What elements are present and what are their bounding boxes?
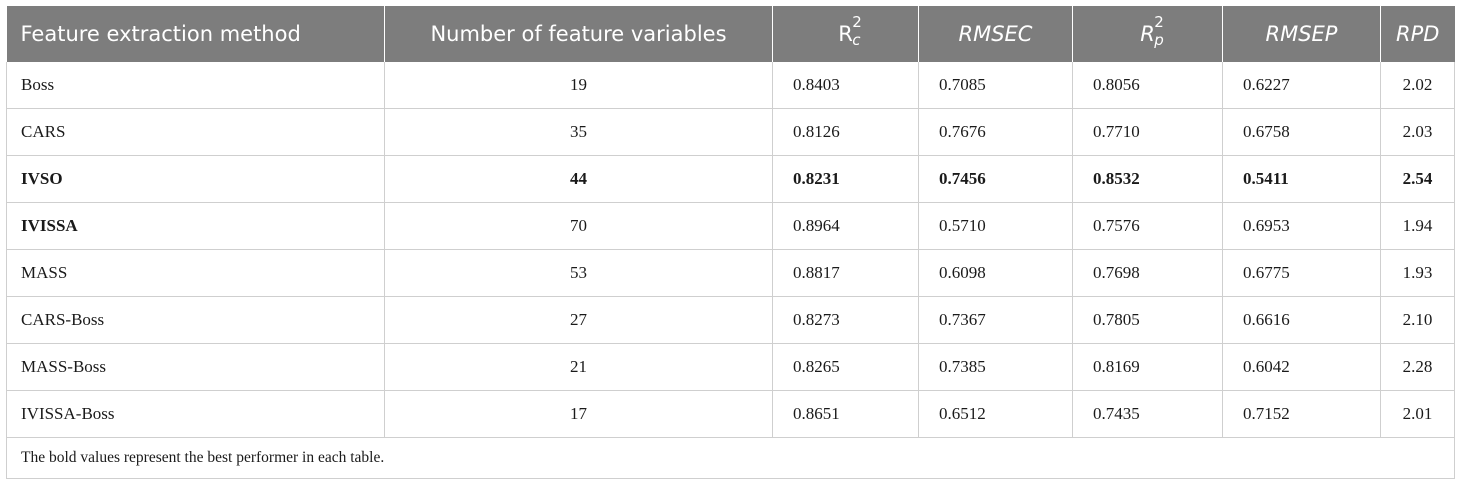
cell-method: MASS <box>6 249 385 297</box>
table-row: MASS-Boss 21 0.8265 0.7385 0.8169 0.6042… <box>6 343 1455 391</box>
cell-rmsep: 0.6042 <box>1222 343 1381 391</box>
results-table-container: Feature extraction method Number of feat… <box>6 6 1455 479</box>
header-method: Feature extraction method <box>6 6 385 62</box>
cell-rc2: 0.8231 <box>772 155 919 203</box>
cell-rpd: 2.54 <box>1380 155 1455 203</box>
cell-rmsep: 0.6227 <box>1222 62 1381 109</box>
header-rp2-base: R <box>1140 22 1155 46</box>
table-row: MASS 53 0.8817 0.6098 0.7698 0.6775 1.93 <box>6 249 1455 297</box>
header-row: Feature extraction method Number of feat… <box>6 6 1455 62</box>
cell-rpd: 2.03 <box>1380 108 1455 156</box>
cell-rc2: 0.8964 <box>772 202 919 250</box>
cell-num-vars: 21 <box>384 343 773 391</box>
cell-rpd: 2.02 <box>1380 62 1455 109</box>
table-footnote: The bold values represent the best perfo… <box>6 437 1455 479</box>
cell-num-vars: 17 <box>384 390 773 438</box>
header-num-vars: Number of feature variables <box>384 6 773 62</box>
cell-method: MASS-Boss <box>6 343 385 391</box>
cell-method: IVISSA-Boss <box>6 390 385 438</box>
cell-rmsec: 0.6098 <box>918 249 1073 297</box>
cell-rpd: 2.28 <box>1380 343 1455 391</box>
cell-rp2: 0.8169 <box>1072 343 1223 391</box>
cell-rp2: 0.8056 <box>1072 62 1223 109</box>
cell-rpd: 1.94 <box>1380 202 1455 250</box>
header-rmsep: RMSEP <box>1222 6 1381 62</box>
header-rp2-sup: 2 <box>1154 13 1164 31</box>
header-rc2-sub: c <box>852 31 861 49</box>
cell-method: CARS-Boss <box>6 296 385 344</box>
cell-num-vars: 70 <box>384 202 773 250</box>
cell-rp2: 0.7435 <box>1072 390 1223 438</box>
cell-rc2: 0.8403 <box>772 62 919 109</box>
cell-num-vars: 19 <box>384 62 773 109</box>
table-row: IVISSA-Boss 17 0.8651 0.6512 0.7435 0.71… <box>6 390 1455 438</box>
cell-rmsec: 0.5710 <box>918 202 1073 250</box>
cell-method: IVSO <box>6 155 385 203</box>
header-rc2-base: R <box>838 22 853 46</box>
cell-rpd: 1.93 <box>1380 249 1455 297</box>
header-rp2-sub: p <box>1154 31 1164 49</box>
cell-rmsep: 0.6953 <box>1222 202 1381 250</box>
table-row: IVISSA 70 0.8964 0.5710 0.7576 0.6953 1.… <box>6 202 1455 250</box>
cell-method: IVISSA <box>6 202 385 250</box>
cell-num-vars: 53 <box>384 249 773 297</box>
cell-method: CARS <box>6 108 385 156</box>
table-row: CARS 35 0.8126 0.7676 0.7710 0.6758 2.03 <box>6 108 1455 156</box>
cell-rmsec: 0.7085 <box>918 62 1073 109</box>
cell-num-vars: 44 <box>384 155 773 203</box>
cell-rmsec: 0.7367 <box>918 296 1073 344</box>
header-rpd: RPD <box>1380 6 1455 62</box>
footnote-row: The bold values represent the best perfo… <box>6 437 1455 479</box>
cell-method: Boss <box>6 62 385 109</box>
cell-rmsec: 0.6512 <box>918 390 1073 438</box>
cell-rp2: 0.7805 <box>1072 296 1223 344</box>
cell-rc2: 0.8126 <box>772 108 919 156</box>
cell-num-vars: 35 <box>384 108 773 156</box>
table-row-best: IVSO 44 0.8231 0.7456 0.8532 0.5411 2.54 <box>6 155 1455 203</box>
results-table: Feature extraction method Number of feat… <box>6 6 1455 479</box>
cell-rmsep: 0.6775 <box>1222 249 1381 297</box>
header-rc2-sup: 2 <box>852 13 862 31</box>
cell-rc2: 0.8817 <box>772 249 919 297</box>
cell-rc2: 0.8273 <box>772 296 919 344</box>
cell-rpd: 2.10 <box>1380 296 1455 344</box>
cell-rc2: 0.8651 <box>772 390 919 438</box>
cell-rmsep: 0.5411 <box>1222 155 1381 203</box>
cell-rpd: 2.01 <box>1380 390 1455 438</box>
cell-rp2: 0.7710 <box>1072 108 1223 156</box>
table-row: CARS-Boss 27 0.8273 0.7367 0.7805 0.6616… <box>6 296 1455 344</box>
cell-rp2: 0.8532 <box>1072 155 1223 203</box>
cell-rp2: 0.7576 <box>1072 202 1223 250</box>
cell-rmsec: 0.7676 <box>918 108 1073 156</box>
cell-rmsep: 0.6758 <box>1222 108 1381 156</box>
table-row: Boss 19 0.8403 0.7085 0.8056 0.6227 2.02 <box>6 62 1455 109</box>
cell-rmsec: 0.7385 <box>918 343 1073 391</box>
cell-rmsep: 0.6616 <box>1222 296 1381 344</box>
cell-rmsec: 0.7456 <box>918 155 1073 203</box>
cell-num-vars: 27 <box>384 296 773 344</box>
cell-rp2: 0.7698 <box>1072 249 1223 297</box>
cell-rc2: 0.8265 <box>772 343 919 391</box>
header-rmsec: RMSEC <box>918 6 1073 62</box>
cell-rmsep: 0.7152 <box>1222 390 1381 438</box>
